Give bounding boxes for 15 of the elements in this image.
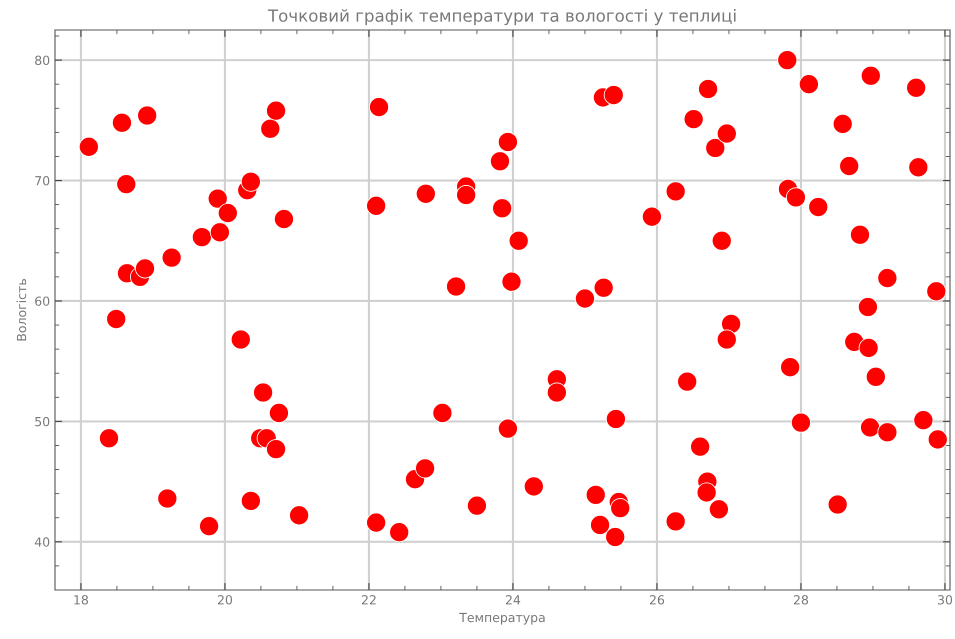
x-tick-label: 24 (506, 595, 520, 604)
x-tick-label: 30 (938, 595, 952, 605)
y-tick-label: 80 (35, 56, 50, 66)
y-tick-label: 60 (35, 296, 50, 306)
x-tick-label: 28 (794, 595, 808, 605)
y-axis-title: Вологість (16, 279, 26, 340)
x-tick-label: 20 (218, 595, 232, 605)
x-axis-title: Температура (459, 612, 545, 625)
y-tick-label: 40 (34, 537, 50, 547)
y-tick-label: 70 (35, 176, 50, 186)
x-tick-label: 18 (74, 595, 88, 605)
y-tick-label: 50 (35, 416, 50, 426)
chart-title: Точковий графік температури та вологості у теплиці (268, 9, 736, 26)
x-tick-label: 22 (362, 595, 376, 604)
x-tick-label: 26 (650, 595, 664, 605)
